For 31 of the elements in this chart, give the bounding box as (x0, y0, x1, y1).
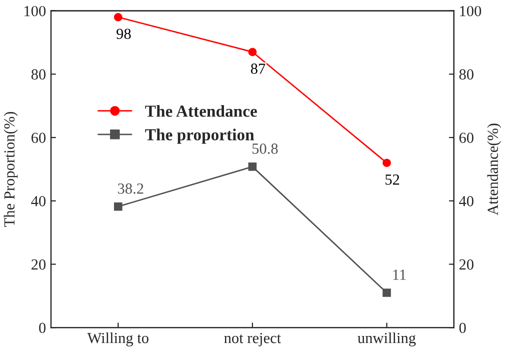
y-tick-label: 20 (32, 259, 46, 270)
data-label: 98 (116, 28, 131, 40)
x-tick-label: not reject (224, 332, 281, 346)
y2-tick-label: 20 (459, 259, 474, 270)
data-label: 52 (386, 174, 400, 185)
point (114, 12, 122, 22)
y-tick-label: 0 (39, 322, 46, 334)
point (248, 162, 257, 171)
x-tick-label: Willing to (87, 332, 148, 346)
data-label: 50.8 (252, 144, 278, 154)
legend-label: The Attendance (145, 105, 257, 117)
point (382, 158, 391, 168)
point (382, 288, 391, 297)
y-tick-label: 60 (32, 132, 46, 143)
y2-tick-label: 80 (459, 69, 474, 80)
point (248, 48, 257, 56)
y-tick-label: 40 (31, 196, 46, 206)
y2-axis-title: Attendance(%) (487, 124, 502, 216)
legend-label: The proportion (145, 128, 254, 144)
y2-tick-label: 60 (459, 132, 474, 143)
point (114, 202, 122, 211)
data-label: 11 (393, 270, 406, 280)
data-label: 87 (250, 64, 266, 74)
data-label: 38.2 (118, 183, 144, 194)
x-tick-label: unwilling (358, 332, 416, 346)
y2-tick-label: 100 (460, 6, 482, 16)
y-tick-label: 100 (24, 6, 46, 16)
y2-tick-label: 40 (459, 196, 474, 206)
y-tick-label: 80 (31, 69, 46, 80)
y2-tick-label: 0 (459, 322, 466, 334)
y-axis-title: The Proportion(%) (4, 112, 18, 227)
